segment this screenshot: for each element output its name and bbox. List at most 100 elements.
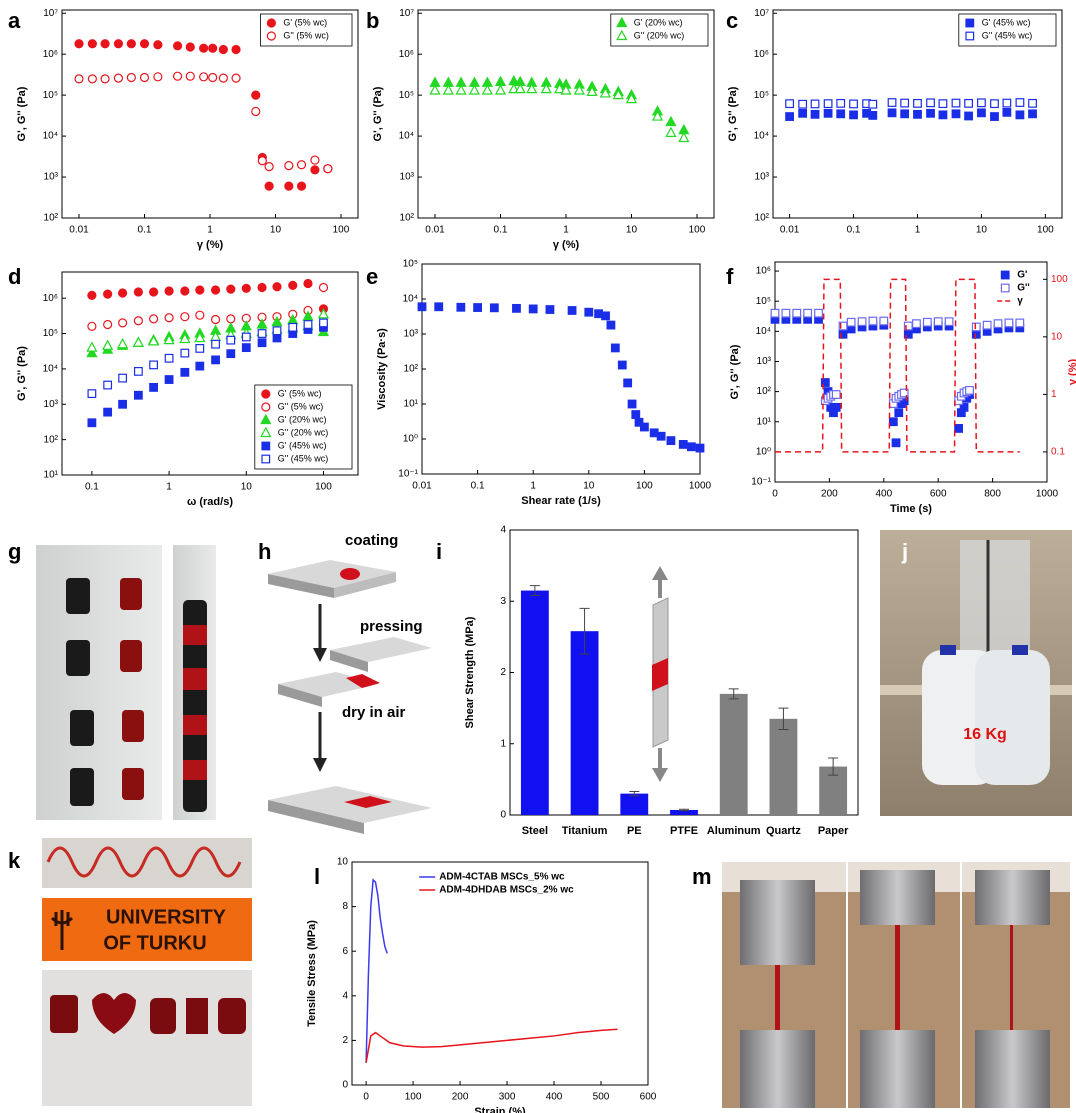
panel-label: k <box>8 848 21 873</box>
data-point <box>846 317 856 327</box>
data-point <box>179 332 191 344</box>
data-point <box>803 308 813 318</box>
data-point <box>933 317 943 327</box>
y2-tick-label: 10 <box>1051 331 1063 342</box>
x-tick-label: 0.01 <box>412 481 432 492</box>
data-point <box>888 417 898 427</box>
y-tick-label: 10⁷ <box>399 8 414 19</box>
data-point <box>617 360 627 370</box>
y-tick-label: 10³ <box>757 356 772 367</box>
data-point <box>323 164 333 174</box>
data-point <box>87 39 97 49</box>
y-tick-label: 10⁶ <box>399 49 414 60</box>
x-tick-label: 1000 <box>1036 489 1059 500</box>
x-tick-label: 400 <box>546 1092 563 1103</box>
y-tick-label: 10¹ <box>44 470 59 481</box>
data-point <box>319 318 328 328</box>
data-point <box>211 355 220 365</box>
data-point <box>195 310 205 320</box>
data-point <box>231 73 241 83</box>
legend-marker <box>965 18 975 28</box>
x-tick-label: 0.01 <box>69 225 89 236</box>
x-tick-label: 1 <box>563 225 569 236</box>
data-point <box>601 311 610 321</box>
series-line <box>775 278 1020 453</box>
data-point <box>899 388 909 398</box>
y-tick-label: 10⁷ <box>43 8 58 19</box>
plot-frame <box>774 261 1048 483</box>
data-point <box>103 407 113 417</box>
data-point <box>133 316 143 326</box>
x-tick-label: 100 <box>689 225 706 236</box>
data-point <box>954 424 963 433</box>
y-tick-label: 10⁶ <box>43 49 58 60</box>
data-point <box>113 39 124 49</box>
legend-label: G' (20% wc) <box>634 17 683 27</box>
data-point <box>639 422 649 432</box>
data-point <box>87 321 97 331</box>
data-point <box>912 319 921 329</box>
data-point <box>678 131 690 143</box>
y-tick-label: 10³ <box>44 172 59 183</box>
legend-marker <box>266 18 276 28</box>
bar <box>769 718 798 815</box>
y-tick-label: 10² <box>44 213 59 224</box>
y-tick-label: 10⁴ <box>43 364 58 375</box>
data-point <box>944 317 954 327</box>
bar <box>520 590 549 815</box>
y-tick-label: 10⁻¹ <box>398 469 418 480</box>
data-point <box>199 72 209 82</box>
data-point <box>810 99 820 109</box>
y-axis-label: G', G'' (Pa) <box>372 86 384 141</box>
data-point <box>164 313 174 323</box>
x-tick-label: 0.01 <box>425 225 445 236</box>
legend-marker <box>616 29 628 41</box>
data-point <box>241 343 251 353</box>
data-point <box>231 44 241 55</box>
x-tick-label: 10 <box>626 225 638 236</box>
panel-label: m <box>692 864 712 889</box>
data-point <box>185 71 195 81</box>
x-tick-label: 1 <box>530 481 536 492</box>
x-tick-label: 0.01 <box>780 225 800 236</box>
data-point <box>164 375 174 384</box>
data-point <box>913 98 922 108</box>
panel-label: h <box>258 539 271 564</box>
legend-label: G' (20% wc) <box>278 414 327 424</box>
data-point <box>103 289 113 299</box>
plot-frame <box>509 529 859 816</box>
logo-text: OF TURKU <box>103 932 206 954</box>
x-tick-label: 100 <box>405 1092 422 1103</box>
data-point <box>118 399 128 409</box>
y-axis-label: G', G'' (Pa) <box>16 86 28 141</box>
data-point <box>468 84 481 95</box>
x-tick-label: 1 <box>915 225 921 236</box>
y-tick-label: 10² <box>757 386 772 397</box>
y-tick-label: 10³ <box>400 172 415 183</box>
data-point <box>208 72 218 83</box>
data-point <box>820 378 830 387</box>
data-point <box>964 111 973 121</box>
data-point <box>965 385 974 395</box>
data-point <box>586 85 598 97</box>
data-point <box>695 443 705 453</box>
data-point <box>180 312 190 322</box>
error-bar <box>828 757 839 776</box>
error-bar <box>728 688 739 700</box>
y-tick-label: 0 <box>342 1080 348 1091</box>
data-point <box>526 82 538 94</box>
panel-label: j <box>901 539 908 564</box>
data-point <box>318 282 329 293</box>
panel-label: a <box>8 8 21 33</box>
data-point <box>678 440 688 449</box>
data-point <box>900 98 910 108</box>
data-point <box>434 302 444 312</box>
legend-label: G' (5% wc) <box>278 388 322 398</box>
data-point <box>494 84 507 95</box>
data-point <box>631 410 641 419</box>
x-tick-label: Quartz <box>766 825 801 837</box>
data-point <box>153 72 163 82</box>
x-tick-label: 600 <box>640 1092 657 1103</box>
y-tick-label: 10⁴ <box>756 326 771 337</box>
